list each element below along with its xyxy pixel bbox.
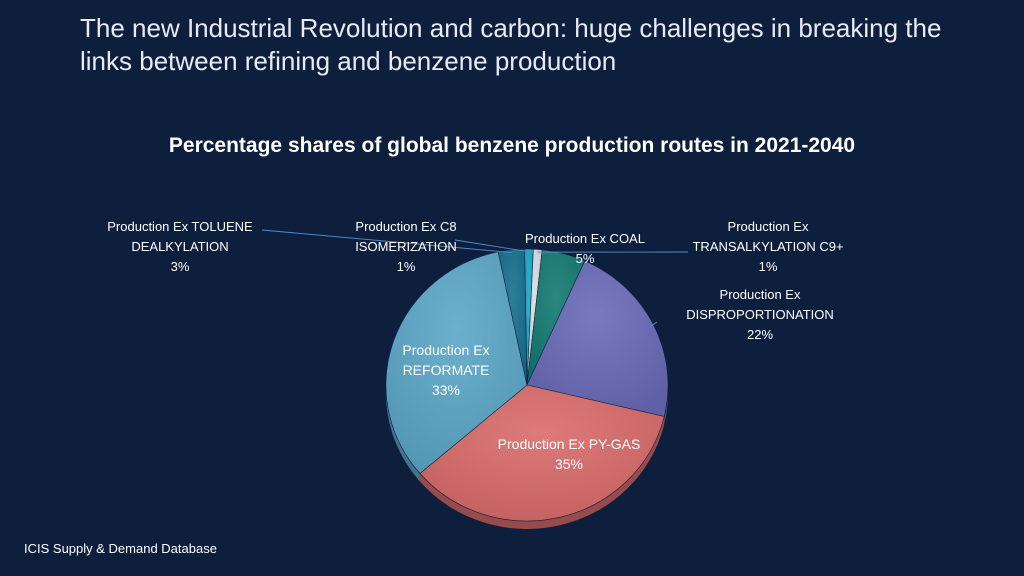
slice-label-line-production-ex-reformate: REFORMATE (403, 362, 490, 378)
chart-title: Percentage shares of global benzene prod… (168, 134, 856, 157)
leader-line-production-ex-toluene-dealkylation (261, 229, 512, 253)
slice-label-production-ex-transalkylation-c9: Production Ex TRANSALKYLATION C9+ 1% (692, 219, 843, 274)
leader-line-production-ex-disproportionation (650, 321, 658, 327)
slice-label-line-production-ex-reformate: Production Ex (402, 342, 489, 358)
slice-labels: Production Ex C8 ISOMERIZATION 1%Productio… (107, 219, 843, 472)
slice-label-production-ex-c8-isomerization: Production Ex C8 ISOMERIZATION 1% (355, 219, 457, 274)
slice-label-line-production-ex-toluene-dealkylation: DEALKYLATION (131, 239, 228, 254)
slice-label-line-production-ex-toluene-dealkylation: Production Ex TOLUENE (107, 219, 253, 234)
slice-label-production-ex-disproportionation: Production Ex DISPROPORTIONATION 22% (686, 287, 834, 342)
source-note: ICIS Supply & Demand Database (24, 541, 217, 556)
slice-label-line-production-ex-c8-isomerization: ISOMERIZATION (355, 239, 457, 254)
slice-label-production-ex-coal: Production Ex COAL 5% (525, 231, 645, 266)
slice-value-production-ex-c8-isomerization: 1% (397, 259, 416, 274)
slice-label-production-ex-toluene-dealkylation: Production Ex TOLUENE DEALKYLATION 3% (107, 219, 253, 274)
slice-value-production-ex-transalkylation-c9: 1% (759, 259, 778, 274)
slice-label-line-production-ex-c8-isomerization: Production Ex C8 (355, 219, 456, 234)
slice-value-production-ex-toluene-dealkylation: 3% (171, 259, 190, 274)
slice-label-line-production-ex-disproportionation: Production Ex (720, 287, 801, 302)
slice-label-production-ex-reformate: Production Ex REFORMATE 33% (402, 342, 489, 398)
slice-label-line-production-ex-coal: Production Ex COAL (525, 231, 645, 246)
slice-label-line-production-ex-transalkylation-c9: TRANSALKYLATION C9+ (692, 239, 843, 254)
slice-value-production-ex-reformate: 33% (432, 382, 460, 398)
slice-label-line-production-ex-disproportionation: DISPROPORTIONATION (686, 307, 834, 322)
slide-title: The new Industrial Revolution and carbon… (80, 13, 942, 76)
slice-label-line-production-ex-transalkylation-c9: Production Ex (728, 219, 809, 234)
leader-lines (261, 229, 689, 327)
leader-line-production-ex-c8-isomerization (454, 239, 529, 253)
pie-slices (385, 248, 669, 522)
slice-value-production-ex-coal: 5% (576, 251, 595, 266)
slice-label-production-ex-py-gas: Production Ex PY-GAS 35% (498, 436, 641, 472)
slice-value-production-ex-disproportionation: 22% (747, 327, 773, 342)
slice-label-line-production-ex-py-gas: Production Ex PY-GAS (498, 436, 641, 452)
slice-value-production-ex-py-gas: 35% (555, 456, 583, 472)
